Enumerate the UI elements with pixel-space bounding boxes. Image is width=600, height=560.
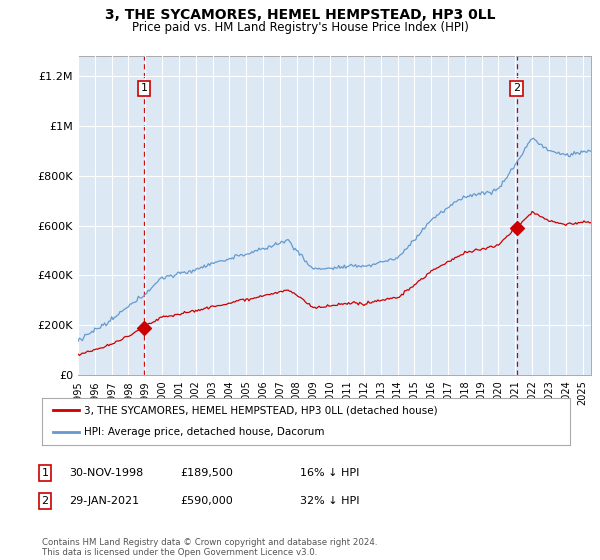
Text: £590,000: £590,000: [180, 496, 233, 506]
Text: 30-NOV-1998: 30-NOV-1998: [69, 468, 143, 478]
Text: Contains HM Land Registry data © Crown copyright and database right 2024.
This d: Contains HM Land Registry data © Crown c…: [42, 538, 377, 557]
Text: 32% ↓ HPI: 32% ↓ HPI: [300, 496, 359, 506]
Text: 3, THE SYCAMORES, HEMEL HEMPSTEAD, HP3 0LL (detached house): 3, THE SYCAMORES, HEMEL HEMPSTEAD, HP3 0…: [84, 405, 438, 416]
Text: 3, THE SYCAMORES, HEMEL HEMPSTEAD, HP3 0LL: 3, THE SYCAMORES, HEMEL HEMPSTEAD, HP3 0…: [105, 8, 495, 22]
Text: £189,500: £189,500: [180, 468, 233, 478]
Point: [512, 223, 521, 232]
Text: 16% ↓ HPI: 16% ↓ HPI: [300, 468, 359, 478]
Text: 2: 2: [41, 496, 49, 506]
Text: HPI: Average price, detached house, Dacorum: HPI: Average price, detached house, Daco…: [84, 427, 325, 437]
Text: 1: 1: [140, 83, 148, 94]
Point: [139, 324, 149, 333]
Text: Price paid vs. HM Land Registry's House Price Index (HPI): Price paid vs. HM Land Registry's House …: [131, 21, 469, 34]
Text: 2: 2: [513, 83, 520, 94]
Text: 1: 1: [41, 468, 49, 478]
Text: 29-JAN-2021: 29-JAN-2021: [69, 496, 139, 506]
